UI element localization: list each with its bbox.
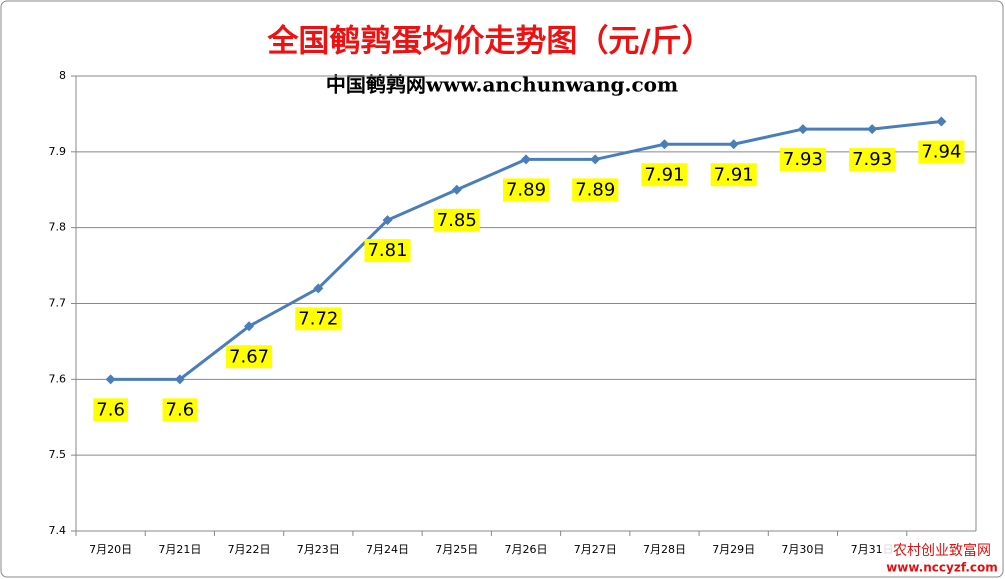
value-label-box: 7.89 bbox=[572, 178, 619, 202]
value-label: 7.85 bbox=[437, 210, 477, 231]
value-label: 7.81 bbox=[367, 240, 407, 261]
y-tick-label: 8 bbox=[59, 69, 66, 82]
value-label-bg bbox=[572, 178, 619, 202]
x-tick-label: 7月23日 bbox=[297, 543, 340, 556]
value-label-box: 7.91 bbox=[641, 163, 688, 187]
marker bbox=[174, 374, 185, 385]
value-label-box: 7.72 bbox=[295, 307, 342, 331]
value-label-bg bbox=[641, 163, 688, 187]
value-label-box: 7.94 bbox=[918, 140, 965, 164]
value-label-box: 7.89 bbox=[502, 178, 550, 202]
x-tick-label: 7月20日 bbox=[89, 543, 132, 556]
x-tick-label: 7月26日 bbox=[505, 543, 548, 556]
x-tick-label: 7月21日 bbox=[158, 543, 201, 556]
value-label-box: 7.6 bbox=[162, 398, 198, 422]
value-label-bg bbox=[364, 239, 411, 263]
marker bbox=[590, 154, 601, 165]
marker bbox=[105, 374, 116, 385]
value-label: 7.72 bbox=[298, 308, 338, 329]
x-tick-label: 7月29日 bbox=[712, 543, 755, 556]
watermark: www.nccyzf.com bbox=[886, 561, 998, 575]
value-label: 7.89 bbox=[575, 179, 615, 200]
y-tick-label: 7.7 bbox=[49, 297, 67, 310]
value-label: 7.89 bbox=[506, 179, 546, 200]
value-label: 7.91 bbox=[714, 164, 754, 185]
value-label-box: 7.81 bbox=[364, 239, 411, 263]
value-label-bg bbox=[433, 208, 480, 232]
value-label-bg bbox=[93, 398, 128, 422]
value-label: 7.6 bbox=[166, 399, 195, 420]
value-label-box: 7.93 bbox=[779, 148, 826, 172]
x-tick-label: 7月30日 bbox=[781, 543, 824, 556]
y-tick-label: 7.5 bbox=[49, 448, 67, 461]
marker bbox=[244, 321, 255, 332]
marker bbox=[936, 116, 947, 127]
value-label: 7.6 bbox=[96, 399, 125, 420]
x-tick-label: 7月27日 bbox=[574, 543, 617, 556]
value-label-bg bbox=[918, 140, 965, 164]
value-label: 7.67 bbox=[229, 346, 269, 367]
x-tick-label: 7月31日 bbox=[851, 543, 894, 556]
value-label-bg bbox=[162, 398, 198, 422]
value-label-bg bbox=[502, 178, 550, 202]
x-tick-label: 7月28日 bbox=[643, 543, 686, 556]
y-tick-label: 7.8 bbox=[49, 221, 67, 234]
value-label-box: 7.6 bbox=[93, 398, 128, 422]
value-label-bg bbox=[849, 148, 896, 172]
watermark-bg bbox=[884, 541, 1000, 575]
marker bbox=[521, 154, 531, 165]
value-label-bg bbox=[226, 345, 273, 369]
value-label-box: 7.93 bbox=[849, 148, 896, 172]
marker bbox=[659, 139, 670, 150]
watermark: 农村创业致富网 bbox=[893, 542, 991, 559]
marker bbox=[382, 215, 393, 226]
marker bbox=[797, 124, 808, 135]
marker bbox=[728, 139, 739, 150]
value-label-bg bbox=[779, 148, 826, 172]
value-label-bg bbox=[710, 163, 757, 187]
marker bbox=[451, 184, 462, 195]
marker bbox=[867, 124, 878, 135]
x-tick-label: 7月25日 bbox=[435, 543, 478, 556]
y-tick-label: 7.4 bbox=[49, 524, 67, 537]
value-label: 7.93 bbox=[852, 149, 892, 170]
value-label-box: 7.67 bbox=[226, 345, 273, 369]
value-label: 7.94 bbox=[921, 142, 961, 163]
chart-title: 全国鹌鹑蛋均价走势图（元/斤） bbox=[266, 24, 712, 60]
value-label: 7.91 bbox=[644, 164, 684, 185]
x-tick-label: 7月22日 bbox=[228, 543, 271, 556]
value-label-box: 7.85 bbox=[433, 208, 480, 232]
marker bbox=[313, 283, 324, 294]
value-label-box: 7.91 bbox=[710, 163, 757, 187]
value-label-bg bbox=[295, 307, 342, 331]
value-label: 7.93 bbox=[783, 149, 823, 170]
x-tick-label: 7月24日 bbox=[366, 543, 409, 556]
y-tick-label: 7.6 bbox=[49, 372, 67, 385]
y-tick-label: 7.9 bbox=[49, 145, 67, 158]
